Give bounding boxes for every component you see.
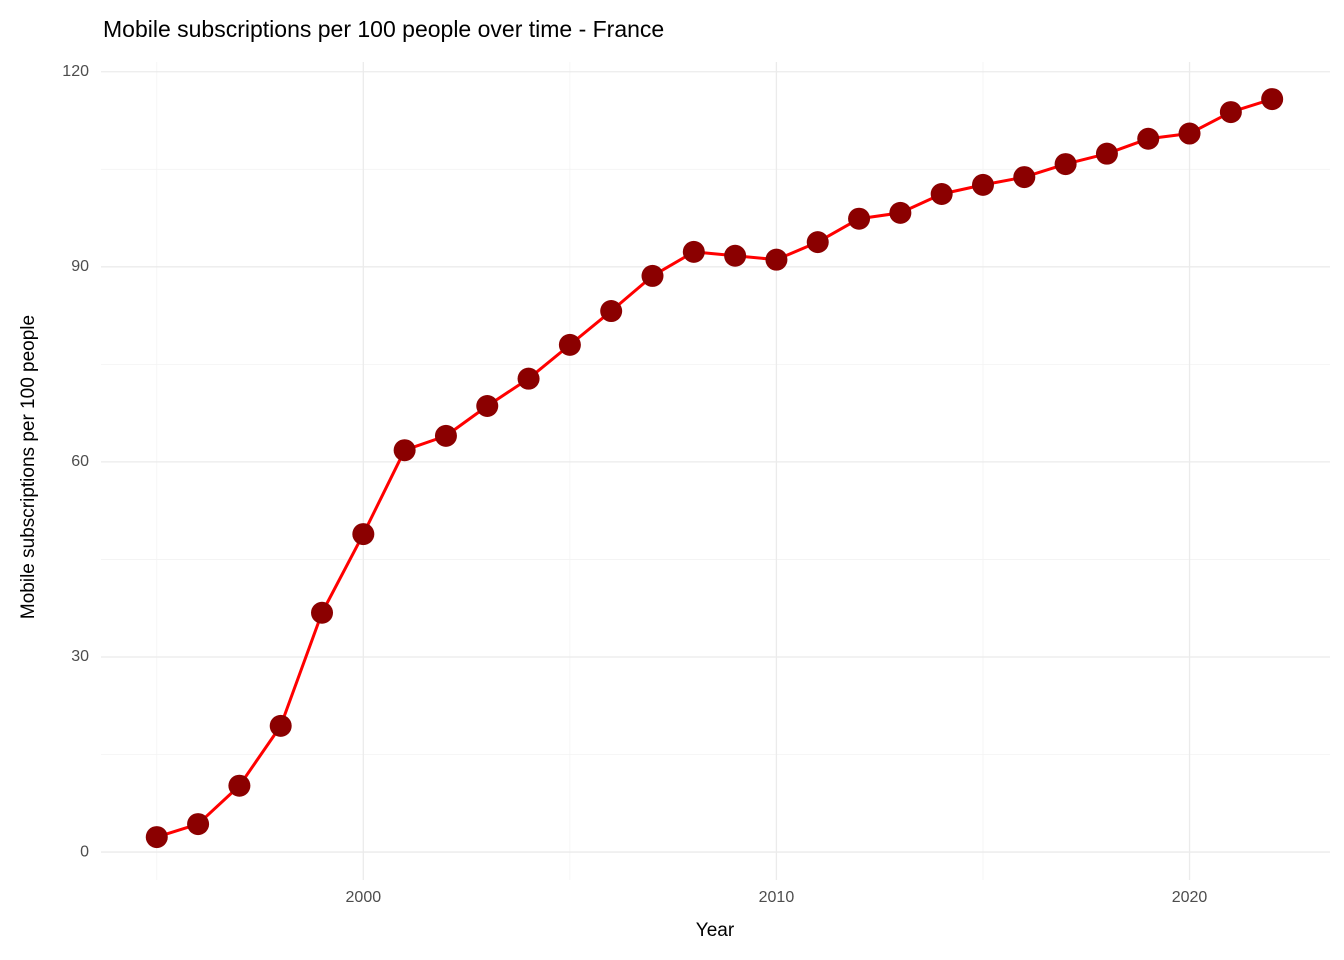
- point: [269, 714, 292, 737]
- point: [517, 367, 540, 390]
- point: [641, 264, 664, 287]
- point: [682, 240, 705, 263]
- point: [476, 394, 499, 417]
- point: [1219, 101, 1242, 124]
- point: [765, 248, 788, 271]
- point: [724, 244, 747, 267]
- y-tick-label: 0: [80, 843, 89, 860]
- point: [187, 813, 210, 836]
- grid: [101, 62, 1330, 880]
- x-tick-label: 2010: [759, 889, 795, 906]
- point: [228, 774, 251, 797]
- point: [393, 439, 416, 462]
- point: [1013, 166, 1036, 189]
- point: [971, 173, 994, 196]
- y-tick-label: 60: [71, 453, 89, 470]
- point: [1095, 142, 1118, 165]
- point: [145, 826, 168, 849]
- x-tick-label: 2000: [346, 889, 382, 906]
- point: [311, 601, 334, 624]
- point: [434, 424, 457, 447]
- x-axis-label: Year: [696, 920, 735, 941]
- point: [806, 231, 829, 254]
- point: [600, 300, 623, 323]
- point: [1261, 88, 1284, 111]
- chart-title: Mobile subscriptions per 100 people over…: [103, 16, 664, 42]
- point: [1178, 122, 1201, 145]
- point: [930, 182, 953, 205]
- line: [156, 97, 1273, 839]
- y-tick-label: 90: [71, 258, 89, 275]
- y-tick-label: 120: [62, 63, 89, 80]
- point: [352, 523, 375, 546]
- point: [558, 333, 581, 356]
- x-tick-label: 2020: [1172, 889, 1208, 906]
- point: [889, 201, 912, 224]
- point: [848, 207, 871, 230]
- y-axis-label: Mobile subscriptions per 100 people: [18, 315, 39, 619]
- point: [1054, 153, 1077, 176]
- plot-area: [145, 88, 1284, 849]
- y-tick-label: 30: [71, 648, 89, 665]
- point: [1137, 127, 1160, 150]
